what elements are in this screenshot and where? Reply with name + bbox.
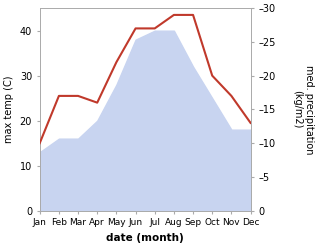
Y-axis label: max temp (C): max temp (C) — [4, 76, 14, 143]
Y-axis label: med. precipitation
(kg/m2): med. precipitation (kg/m2) — [292, 65, 314, 154]
X-axis label: date (month): date (month) — [106, 233, 184, 243]
